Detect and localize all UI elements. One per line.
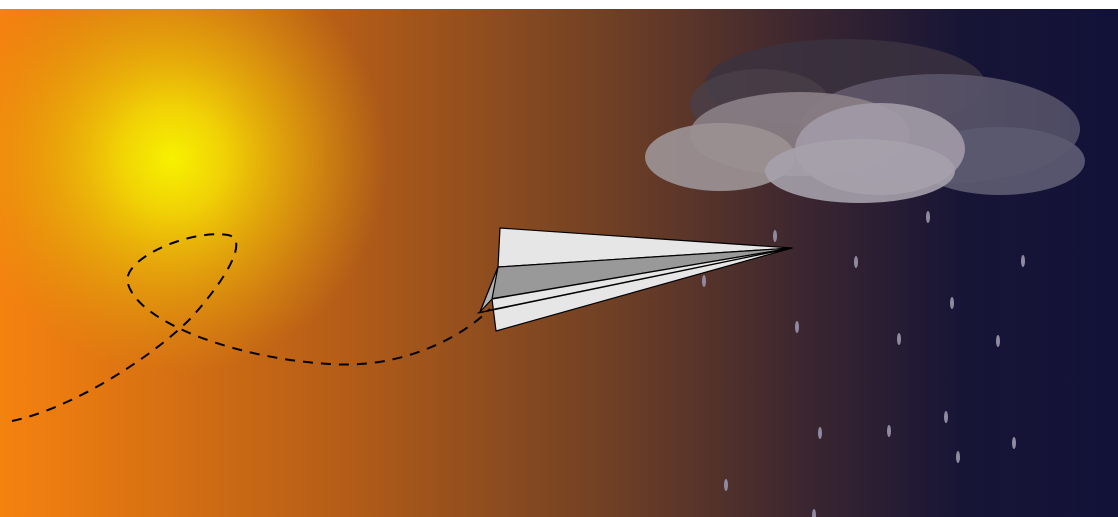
raindrop-icon [773, 230, 777, 242]
raindrop-icon [944, 411, 948, 423]
raindrop-icon [950, 297, 954, 309]
paper-plane-icon [477, 227, 793, 332]
illustration-canvas [0, 9, 1118, 517]
sun-icon [0, 9, 387, 374]
raindrops [702, 211, 1025, 517]
raindrop-icon [812, 509, 816, 517]
raindrop-icon [818, 427, 822, 439]
raindrop-icon [996, 335, 1000, 347]
raindrop-icon [702, 275, 706, 287]
raindrop-icon [1012, 437, 1016, 449]
raindrop-icon [854, 256, 858, 268]
flight-path-icon [11, 233, 491, 422]
raindrop-icon [724, 479, 728, 491]
raindrop-icon [897, 333, 901, 345]
raindrop-icon [926, 211, 930, 223]
raindrop-icon [956, 451, 960, 463]
raindrop-icon [795, 321, 799, 333]
paper-plane-scene [0, 9, 1118, 517]
raindrop-icon [1021, 255, 1025, 267]
rain-cloud-icon [645, 39, 1085, 203]
raindrop-icon [887, 425, 891, 437]
